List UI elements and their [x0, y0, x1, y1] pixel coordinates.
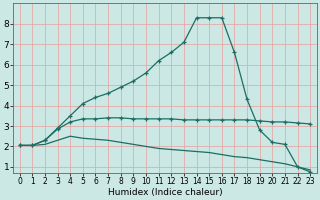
X-axis label: Humidex (Indice chaleur): Humidex (Indice chaleur) [108, 188, 222, 197]
